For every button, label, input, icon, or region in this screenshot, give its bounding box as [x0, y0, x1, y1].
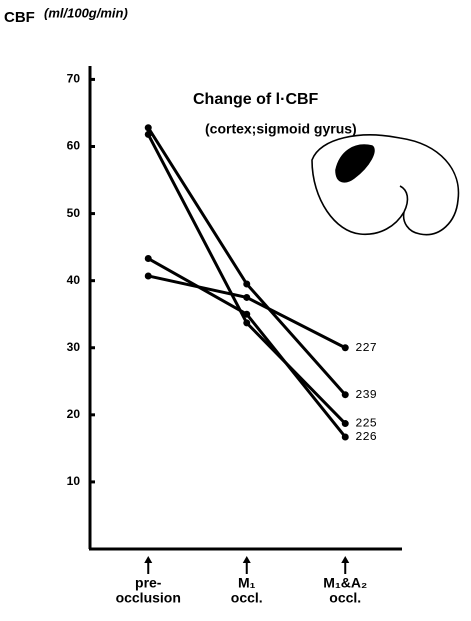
- y-axis-unit: (ml/100g/min): [44, 5, 128, 20]
- x-tick-label: pre-: [135, 575, 162, 591]
- chart-subtitle: (cortex;sigmoid gyrus): [205, 121, 357, 137]
- data-point: [342, 420, 349, 427]
- x-tick-label: occl.: [329, 590, 361, 606]
- data-point: [145, 131, 152, 138]
- series-label: 226: [355, 430, 377, 444]
- x-arrow-head: [144, 556, 152, 563]
- y-axis-label: CBF: [4, 9, 35, 26]
- data-point: [342, 433, 349, 440]
- y-tick-label: 30: [67, 340, 81, 354]
- series-line: [148, 134, 345, 423]
- x-tick-label: M₁&A₂: [323, 575, 367, 591]
- data-point: [243, 281, 250, 288]
- data-point: [342, 391, 349, 398]
- y-tick-label: 20: [67, 407, 81, 421]
- data-point: [145, 124, 152, 131]
- x-tick-label: occl.: [231, 590, 263, 606]
- data-point: [145, 272, 152, 279]
- y-tick-label: 60: [67, 139, 81, 153]
- data-point: [243, 311, 250, 318]
- y-tick-label: 50: [67, 206, 81, 220]
- series-label: 225: [355, 417, 377, 431]
- x-arrow-head: [243, 556, 251, 563]
- x-arrow-head: [341, 556, 349, 563]
- x-tick-label: M₁: [238, 575, 256, 591]
- y-tick-label: 40: [67, 273, 81, 287]
- series-label: 227: [355, 341, 377, 355]
- brain-sketch: [312, 135, 458, 235]
- y-tick-label: 70: [67, 72, 81, 86]
- x-tick-label: occlusion: [116, 590, 181, 606]
- data-point: [243, 319, 250, 326]
- series-label: 239: [355, 388, 377, 402]
- y-tick-label: 10: [67, 474, 81, 488]
- data-point: [342, 344, 349, 351]
- data-point: [145, 255, 152, 262]
- series-line: [148, 128, 345, 395]
- chart-title: Change of l·CBF: [193, 91, 319, 108]
- data-point: [243, 294, 250, 301]
- chart: CBF (ml/100g/min) Change of l·CBF (corte…: [0, 0, 471, 621]
